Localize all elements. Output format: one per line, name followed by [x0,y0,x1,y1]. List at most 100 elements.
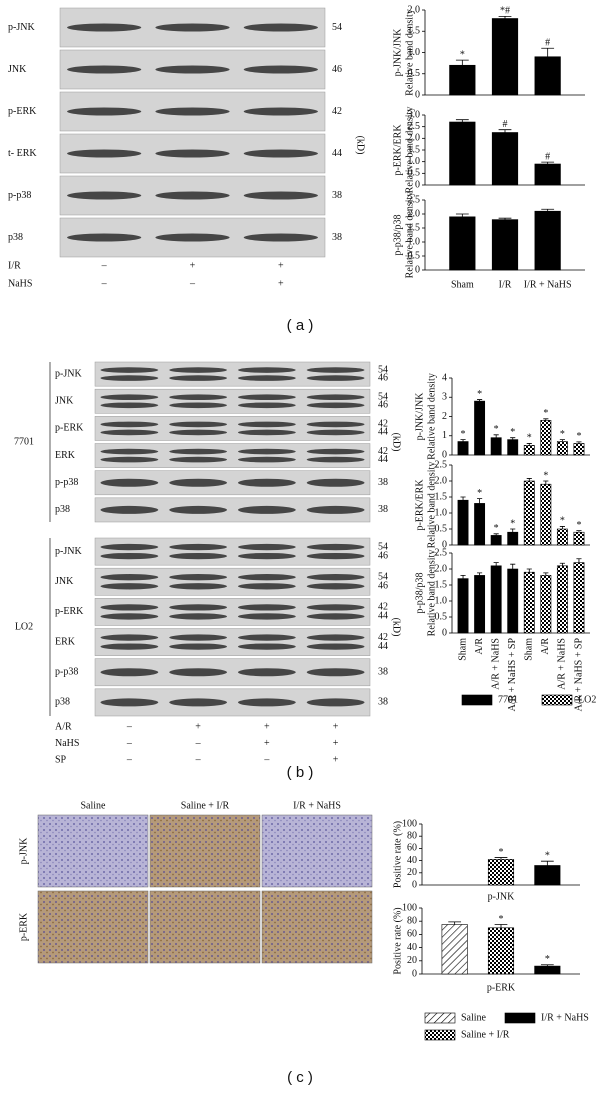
kd-label: 44 [378,641,388,652]
bar [540,420,552,456]
blot-band [306,634,365,641]
blot-band [306,668,365,677]
error-bar [510,528,516,533]
blot-strip [94,443,371,468]
y-axis-label: Relative band density [426,373,437,460]
blot-band [100,543,159,551]
significance-label: * [543,470,548,481]
treatment-label: I/R [8,260,21,271]
bar [474,400,486,456]
blot-band [100,375,159,381]
y-axis-label: p-p38/p38 [414,572,425,613]
y-tick-label: 1.5 [435,491,448,502]
bar [523,571,535,634]
error-bar [498,217,512,220]
bar [507,531,519,546]
blot-band [100,668,159,677]
row-label: p-ERK [18,912,29,941]
legend-swatch [424,1029,456,1041]
y-axis-label: Relative band density [404,107,415,194]
row-label: p38 [55,504,70,515]
column-label: Saline + I/R [181,800,230,811]
legend-label: Saline [461,1012,487,1023]
y-tick-label: 4 [442,372,447,383]
blot-band [306,583,365,590]
kd-label: 42 [378,602,388,613]
significance-label: # [545,38,550,49]
error-bar [540,860,554,866]
blot-band [238,643,296,650]
bar [573,531,585,546]
blot-band [238,456,296,463]
blot-band [100,574,159,581]
treatment-sign: – [263,754,270,765]
blot-band [169,552,227,560]
significance-label: * [460,49,465,60]
blot-band [306,402,365,409]
y-axis-label: Positive rate (%) [392,821,403,888]
significance-label: * [499,914,504,925]
y-tick-label: 0 [442,449,447,460]
blot-band [169,698,227,707]
blot-band [67,191,142,200]
blot-band [306,543,365,551]
kd-label: 46 [378,400,388,411]
error-bar [460,439,466,442]
error-bar [540,964,554,967]
kd-label: 38 [378,504,388,515]
error-bar [559,562,565,566]
row-label: JNK [55,576,74,587]
significance-label: * [477,389,482,400]
kd-unit: (kD) [355,136,366,155]
column-label: Saline [81,800,107,811]
y-tick-label: 1.0 [408,236,421,247]
error-bar [510,563,516,569]
blot-band [306,604,365,611]
row-label: p-JNK [55,546,82,557]
blot-band [306,643,365,650]
blot-band [100,634,159,641]
kd-label: 44 [378,427,388,438]
y-tick-label: 0 [415,264,420,275]
x-tick-label: A/R + NaHS + SP [573,638,584,712]
blot-band [306,429,365,436]
y-tick-label: 20 [407,955,417,966]
error-bar [510,437,516,440]
bar [474,575,486,634]
y-tick-label: 60 [407,843,417,854]
y-axis-label: Relative band density [404,9,415,96]
row-label: p-p38 [8,190,31,201]
row-label: p-JNK [18,837,29,864]
x-tick-label: Sham [524,638,535,661]
significance-label: * [510,427,515,438]
bar [534,210,561,271]
blot-band [100,604,159,611]
blot-band [100,505,159,514]
kd-label: 42 [378,419,388,430]
y-tick-label: 1.5 [408,144,421,155]
blot-band [238,421,296,428]
bar [534,865,561,886]
bar [534,965,561,975]
bar [573,443,585,456]
bar [540,483,552,546]
blot-band [306,448,365,455]
row-label: p-JNK [8,22,35,33]
column-label: I/R + NaHS [293,800,341,811]
y-tick-label: 2.5 [435,459,448,470]
significance-label: * [510,518,515,529]
row-label: p38 [55,697,70,708]
y-axis-label: Relative band density [426,462,437,549]
caption: ( a ) [287,317,314,334]
significance-label: * [560,429,565,440]
y-axis-label: p-ERK/ERK [414,479,425,531]
row-label: p-JNK [55,368,82,379]
blot-band [169,367,227,373]
significance-label: * [545,851,550,862]
blot-band [238,543,296,551]
y-axis-label: Positive rate (%) [392,907,403,974]
x-tick-label: A/R + NaHS + SP [507,638,518,712]
bar [449,64,476,96]
significance-label: # [503,119,508,130]
y-tick-label: 2.0 [408,133,421,144]
